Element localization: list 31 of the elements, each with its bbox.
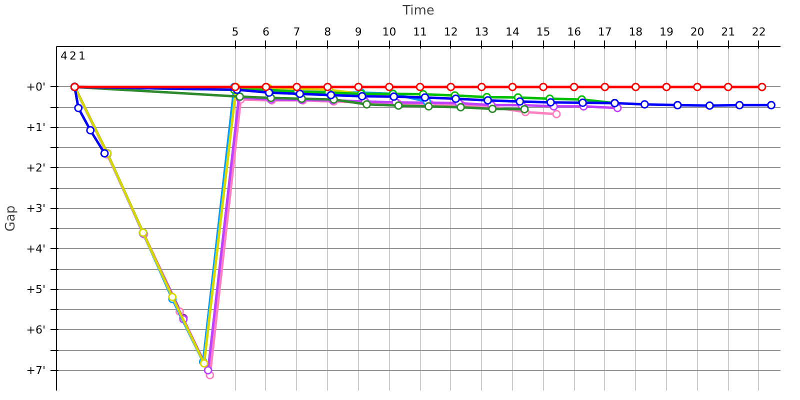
x-tick-label: 16 (567, 26, 582, 38)
y-tick-label: +1' (26, 120, 46, 134)
y-axis-title: Gap (3, 205, 18, 232)
x-tick-label: 19 (660, 26, 674, 38)
x-tick-label: 15 (536, 26, 550, 38)
x-tick-label: 9 (354, 26, 362, 38)
annotation: 1 (78, 50, 86, 62)
x-axis-title: Time (402, 4, 434, 18)
y-tick-label: +0' (26, 80, 46, 94)
x-tick-label: 7 (293, 26, 300, 38)
x-tick-label: 18 (628, 26, 643, 38)
x-tick-label: 6 (262, 26, 270, 38)
x-tick-label: 8 (324, 26, 332, 38)
x-tick-label: 5 (232, 26, 239, 38)
x-tick-label: 13 (474, 26, 489, 38)
y-tick-label: +4' (26, 242, 46, 256)
y-tick-label: +6' (26, 323, 46, 336)
y-tick-label: +3' (26, 202, 46, 215)
x-tick-label: 22 (752, 26, 766, 38)
x-tick-label: 12 (444, 26, 458, 38)
x-tick-label: 17 (598, 26, 612, 38)
y-tick-label: +2' (26, 161, 46, 174)
annotation: 2 (70, 50, 76, 62)
y-tick-label: +7' (26, 364, 46, 377)
x-tick-label: 14 (505, 26, 520, 38)
x-tick-label: 11 (413, 26, 428, 38)
x-tick-label: 20 (690, 26, 704, 38)
y-tick-label: +5' (26, 282, 46, 296)
x-tick-label: 21 (721, 26, 736, 38)
x-tick-label: 10 (382, 26, 396, 38)
annotation: 4 (60, 50, 68, 62)
